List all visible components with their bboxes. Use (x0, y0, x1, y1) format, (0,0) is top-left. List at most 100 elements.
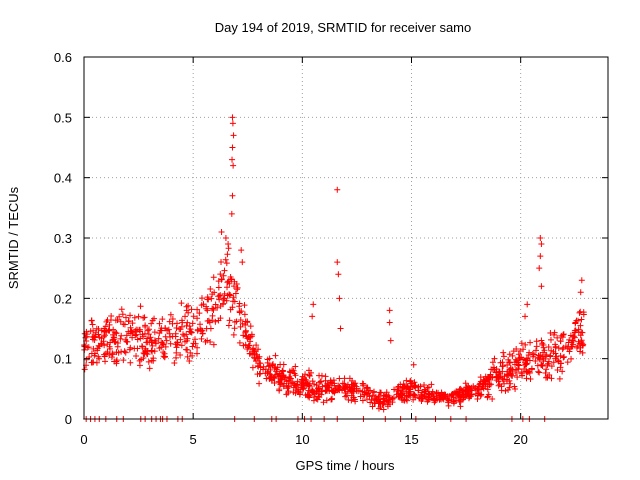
data-point (183, 346, 190, 353)
data-point (217, 271, 224, 278)
data-point (516, 362, 523, 369)
data-point (113, 360, 120, 367)
data-point (208, 295, 215, 302)
data-point (271, 379, 278, 386)
data-point (225, 278, 232, 285)
data-point (522, 313, 529, 320)
data-point (515, 361, 522, 368)
data-point (189, 352, 196, 359)
data-point (539, 362, 546, 369)
data-point (347, 387, 354, 394)
data-point (104, 317, 111, 324)
data-point (369, 392, 376, 399)
data-point (216, 293, 223, 300)
data-point (547, 336, 554, 343)
data-point (101, 332, 108, 339)
data-point (565, 344, 572, 351)
data-point (540, 344, 547, 351)
data-point (560, 354, 567, 361)
data-point (289, 379, 296, 386)
data-point (515, 351, 522, 358)
data-point (223, 260, 230, 267)
data-point (380, 395, 387, 402)
data-point (227, 273, 234, 280)
data-point (247, 323, 254, 330)
data-point (316, 379, 323, 386)
data-point (566, 336, 573, 343)
data-point (149, 342, 156, 349)
data-point (532, 357, 539, 364)
data-point (131, 345, 138, 352)
data-point (205, 317, 212, 324)
data-point (84, 331, 91, 338)
data-point (294, 381, 301, 388)
data-point (253, 342, 260, 349)
x-tick-label: 20 (513, 432, 527, 447)
data-point (144, 327, 151, 334)
data-point (495, 382, 502, 389)
data-point (192, 340, 199, 347)
data-point (119, 311, 126, 318)
data-point (229, 192, 236, 199)
data-point (177, 336, 184, 343)
data-point (552, 341, 559, 348)
data-point (155, 335, 162, 342)
data-point (131, 314, 138, 321)
data-point (102, 323, 109, 330)
data-point (162, 325, 169, 332)
data-point (144, 335, 151, 342)
data-point (381, 392, 388, 399)
data-point (169, 333, 176, 340)
data-point (276, 387, 283, 394)
data-point (450, 400, 457, 407)
y-tick-label: 0.4 (54, 171, 72, 186)
data-point (239, 320, 246, 327)
data-point (385, 399, 392, 406)
data-point (580, 309, 587, 316)
data-point (95, 353, 102, 360)
data-point (286, 375, 293, 382)
data-point (457, 385, 464, 392)
data-point (305, 382, 312, 389)
data-point (335, 271, 342, 278)
data-point (554, 334, 561, 341)
data-point (161, 350, 168, 357)
data-point (229, 114, 236, 121)
data-point (236, 339, 243, 346)
data-point (395, 387, 402, 394)
data-point (386, 307, 393, 314)
data-point (459, 396, 466, 403)
data-point (194, 306, 201, 313)
data-point (266, 375, 273, 382)
data-point (315, 386, 322, 393)
data-point (526, 349, 533, 356)
data-point (484, 394, 491, 401)
data-point (114, 343, 121, 350)
data-point (334, 186, 341, 193)
data-point (511, 383, 518, 390)
data-point (238, 247, 245, 254)
data-point (230, 294, 237, 301)
data-point (291, 370, 298, 377)
data-point (551, 329, 558, 336)
data-point (173, 344, 180, 351)
data-point (306, 383, 313, 390)
data-point (214, 304, 221, 311)
data-point (199, 330, 206, 337)
data-point (140, 314, 147, 321)
data-point (166, 330, 173, 337)
data-point (561, 353, 568, 360)
data-point (149, 348, 156, 355)
data-point (456, 391, 463, 398)
data-point (552, 344, 559, 351)
data-point (232, 290, 239, 297)
data-point (503, 371, 510, 378)
data-point (576, 348, 583, 355)
data-point (272, 371, 279, 378)
data-point (262, 370, 269, 377)
data-point (287, 380, 294, 387)
data-point (387, 337, 394, 344)
data-point (205, 296, 212, 303)
data-point (172, 354, 179, 361)
